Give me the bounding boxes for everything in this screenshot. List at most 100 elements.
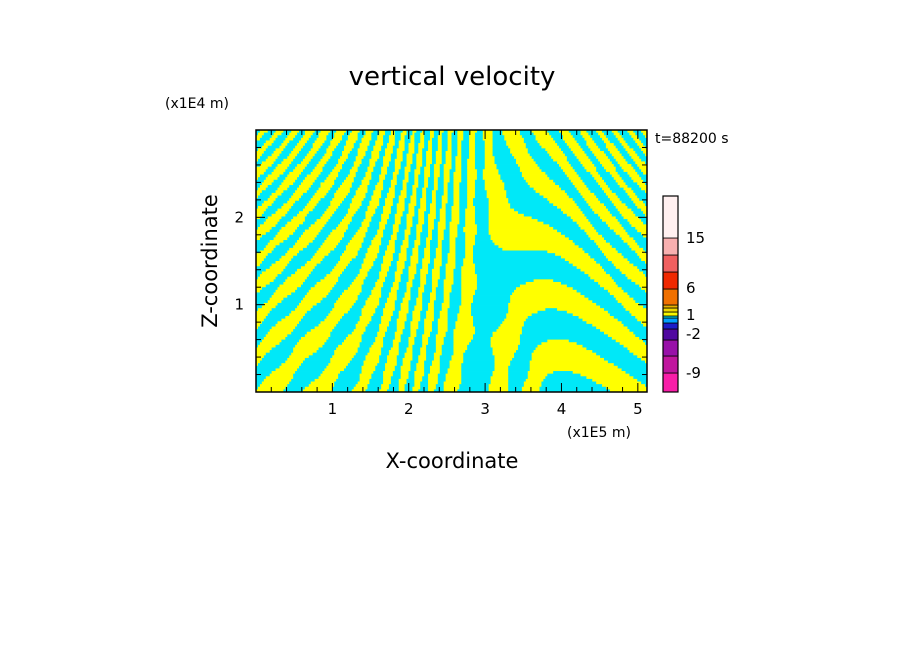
field-cell [484,164,497,168]
field-cell [256,140,267,144]
field-cell [455,158,462,162]
field-cell [422,161,427,165]
field-cell [297,177,306,181]
field-cell [297,268,314,272]
field-cell [617,219,628,223]
field-cell [256,371,273,375]
field-cell [406,378,415,382]
field-cell [484,145,493,149]
field-cell [381,350,390,354]
field-cell [461,300,474,304]
field-cell [449,247,456,251]
field-cell [332,213,347,217]
field-cell [302,145,314,149]
field-cell [461,284,478,288]
field-cell [519,169,542,173]
field-cell [355,276,366,280]
field-cell [449,300,462,304]
field-cell [645,384,647,388]
field-cell [609,274,626,278]
field-cell [406,156,413,160]
field-cell [418,360,425,364]
field-cell [406,153,413,157]
field-cell [598,145,607,149]
field-cell [398,287,407,291]
field-cell [584,271,607,275]
field-cell [451,145,458,149]
field-cell [498,245,579,249]
field-cell [336,145,345,149]
field-cell [265,187,278,191]
field-cell [439,363,450,367]
field-cell [281,339,300,343]
field-cell [431,279,439,283]
field-cell [428,386,437,390]
field-cell [598,182,607,186]
field-cell [543,378,593,382]
field-cell [635,250,646,254]
field-cell [394,132,402,136]
field-cell [400,302,409,306]
field-cell [299,302,317,306]
field-cell [424,318,435,322]
field-cell [408,211,415,215]
field-cell [328,190,337,194]
field-cell [557,143,568,147]
field-cell [435,384,445,388]
field-cell [516,287,574,291]
field-cell [549,177,570,181]
field-cell [261,261,276,265]
field-cell [422,376,429,380]
field-cell [476,274,589,278]
field-cell [259,384,288,388]
field-cell [447,200,454,204]
field-cell [453,274,462,278]
field-cell [256,185,261,189]
field-cell [594,153,607,157]
field-cell [263,221,278,225]
field-cell [611,161,619,165]
field-cell [408,271,417,275]
field-cell [627,171,638,175]
field-cell [422,297,431,301]
field-cell [635,213,646,217]
field-cell [598,198,611,202]
field-cell [461,158,468,162]
field-cell [304,130,316,134]
field-cell [256,153,263,157]
field-cell [420,381,429,385]
field-cell [410,329,417,333]
field-cell [523,384,542,388]
field-cell [471,310,509,314]
field-cell [451,148,458,152]
field-cell [256,245,267,249]
field-cell [334,350,359,354]
field-cell [435,250,443,254]
field-cell [426,164,431,168]
field-cell [613,279,632,283]
field-cell [314,179,325,183]
field-cell [267,205,282,209]
field-cell [400,219,407,223]
field-cell [277,274,292,278]
field-cell [598,232,617,236]
field-cell [263,171,273,175]
field-cell [269,195,278,199]
field-cell [449,295,462,299]
field-cell [256,352,267,356]
field-cell [588,253,605,257]
field-cell [285,360,304,364]
field-cell [453,187,460,191]
field-cell [381,190,390,194]
field-cell [375,140,384,144]
field-cell [465,219,476,223]
field-cell [643,339,647,343]
field-cell [455,266,462,270]
field-cell [422,263,429,267]
field-cell [539,143,558,147]
field-cell [459,192,468,196]
field-cell [461,276,478,280]
field-cell [320,198,333,202]
field-cell [406,158,413,162]
field-cell [412,310,421,314]
